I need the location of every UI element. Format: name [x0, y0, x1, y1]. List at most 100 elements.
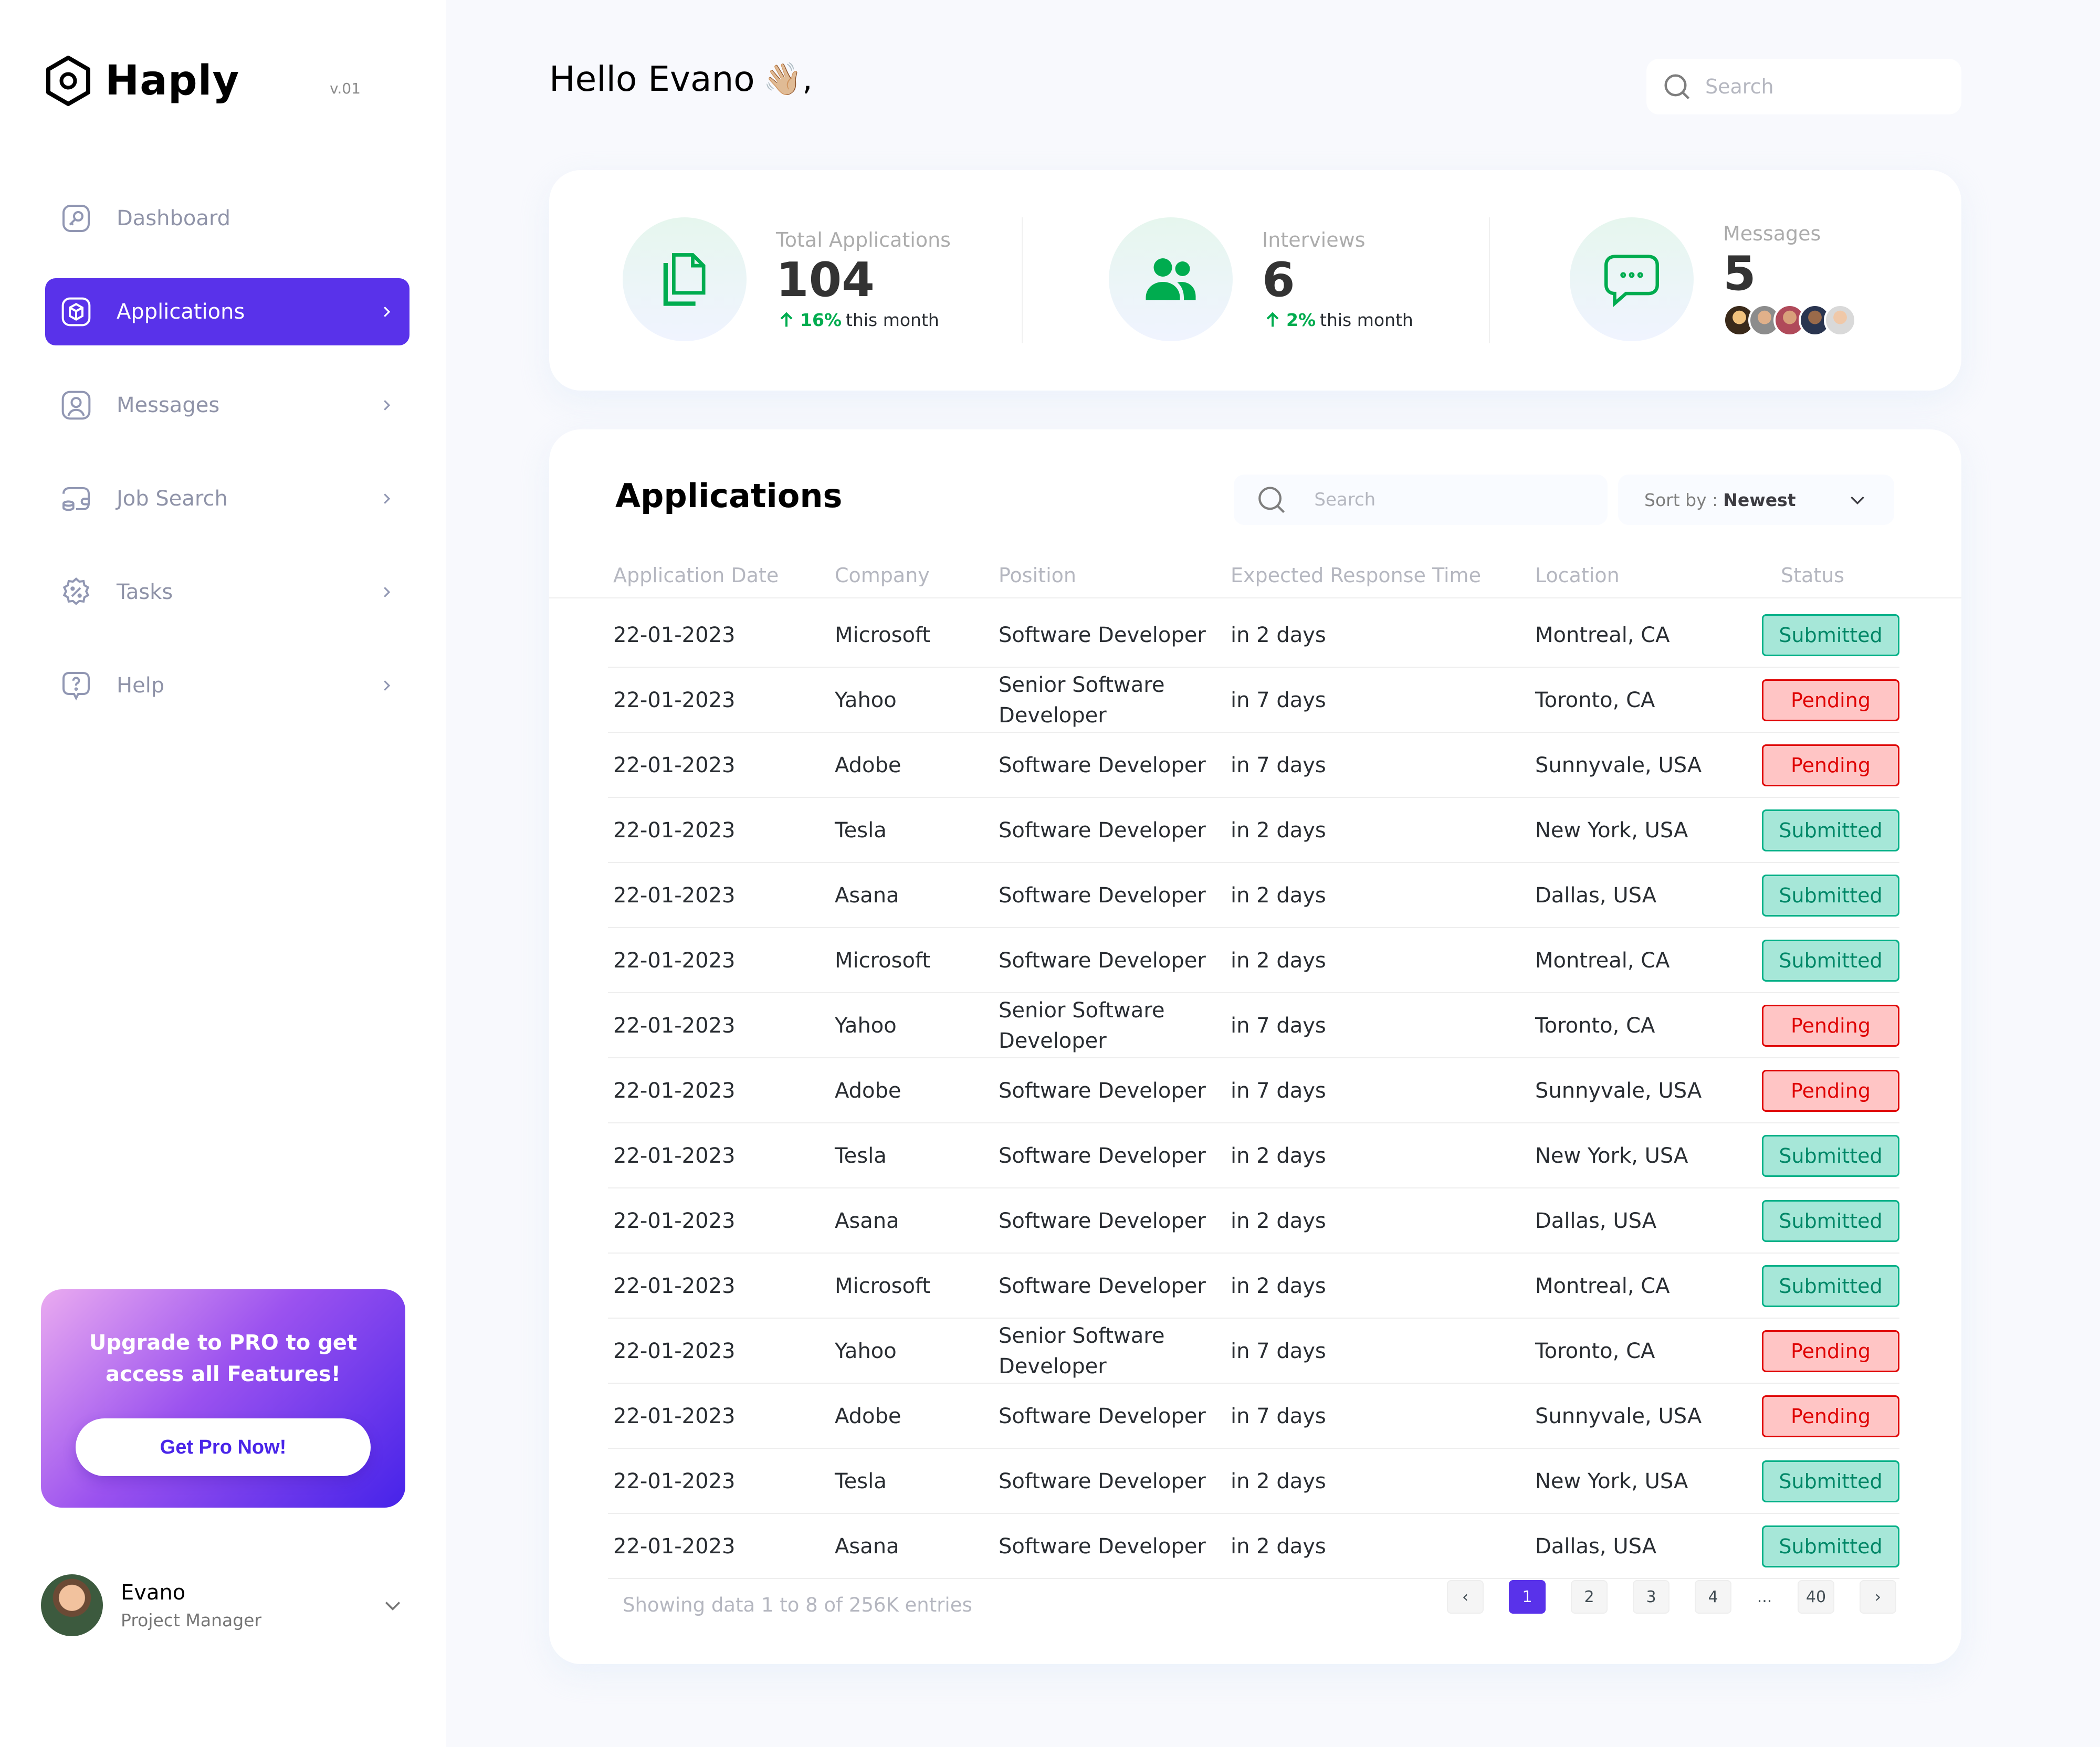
table-row[interactable]: 22-01-2023 Microsoft Software Developer in … — [608, 928, 1899, 993]
cell-position: Software Developer — [999, 818, 1206, 843]
sidebar-nav: Dashboard Applications Messages Job S — [45, 185, 410, 745]
table-row[interactable]: 22-01-2023 Tesla Software Developer in 2 da… — [608, 798, 1899, 863]
table-row[interactable]: 22-01-2023 Microsoft Software Developer in … — [608, 603, 1899, 668]
search-input[interactable] — [1705, 75, 1947, 98]
table-row[interactable]: 22-01-2023 Adobe Software Developer in 7 da… — [608, 1058, 1899, 1123]
cell-location: Toronto, CA — [1535, 688, 1655, 712]
chevron-right-icon — [376, 395, 397, 416]
status-badge: Submitted — [1762, 1200, 1899, 1242]
stat-icon-wrap — [1570, 217, 1694, 341]
column-header-location[interactable]: Location — [1535, 564, 1620, 587]
sidebar-item-label: Tasks — [117, 580, 173, 604]
cell-position: Senior Software Developer — [999, 998, 1165, 1053]
next-page-button[interactable]: › — [1860, 1580, 1896, 1614]
arrow-up-icon — [1266, 312, 1279, 327]
stat-body: Messages 5 — [1723, 222, 1856, 336]
table-search-bar[interactable] — [1234, 475, 1608, 525]
cell-company: Yahoo — [835, 1014, 897, 1038]
cell-position: Software Developer — [999, 1534, 1206, 1559]
status-badge: Pending — [1762, 1330, 1899, 1372]
stat-interviews: Interviews 6 2% this month — [1109, 217, 1413, 341]
page-button[interactable]: 2 — [1571, 1580, 1608, 1614]
page-button[interactable]: 1 — [1509, 1580, 1546, 1614]
sidebar-item-messages[interactable]: Messages — [45, 372, 410, 439]
column-header-company[interactable]: Company — [835, 564, 930, 587]
cell-response: in 7 days — [1231, 753, 1326, 777]
cell-location: New York, USA — [1535, 818, 1688, 843]
status-badge: Pending — [1762, 679, 1899, 721]
sort-dropdown[interactable]: Sort by : Newest — [1618, 475, 1894, 525]
stats-card: Total Applications 104 16% this month In… — [549, 170, 1961, 391]
sidebar-item-job-search[interactable]: Job Search — [45, 465, 410, 532]
page-button[interactable]: 4 — [1695, 1580, 1731, 1614]
cell-location: Sunnyvale, USA — [1535, 1404, 1702, 1428]
pagination: ‹ 1 2 3 4... 40 › — [1447, 1580, 1896, 1614]
table-row[interactable]: 22-01-2023 Asana Software Developer in 2 da… — [608, 863, 1899, 928]
stat-label: Total Applications — [776, 228, 951, 251]
sidebar-item-applications[interactable]: Applications — [45, 278, 410, 345]
table-row[interactable]: 22-01-2023 Adobe Software Developer in 7 da… — [608, 1384, 1899, 1449]
chevron-down-icon[interactable] — [377, 1590, 408, 1621]
cell-response: in 7 days — [1231, 1339, 1326, 1363]
user-profile[interactable]: Evano Project Manager — [41, 1574, 408, 1637]
sort-value: Newest — [1723, 489, 1796, 510]
prev-page-button[interactable]: ‹ — [1447, 1580, 1484, 1614]
column-header-status[interactable]: Status — [1781, 564, 1845, 587]
cell-position: Software Developer — [999, 623, 1206, 647]
top-search-bar[interactable] — [1646, 59, 1961, 114]
cell-response: in 2 days — [1231, 818, 1326, 843]
wallet-money-icon — [58, 480, 94, 517]
cell-company: Yahoo — [835, 1339, 897, 1363]
panel-title: Applications — [615, 477, 843, 515]
app-version: v.01 — [330, 80, 361, 97]
trend-percent: 16% — [800, 309, 842, 330]
page-ellipsis: ... — [1757, 1587, 1772, 1606]
sidebar-item-tasks[interactable]: Tasks — [45, 559, 410, 626]
status-badge: Submitted — [1762, 1135, 1899, 1177]
sort-label: Sort by : — [1644, 489, 1718, 510]
app-logo[interactable]: Haply — [44, 55, 239, 107]
stat-body: Interviews 6 2% this month — [1262, 228, 1413, 330]
sidebar-item-help[interactable]: Help — [45, 652, 410, 719]
column-header-response[interactable]: Expected Response Time — [1231, 564, 1481, 587]
stat-trend: 2% this month — [1262, 309, 1413, 330]
users-icon — [1146, 258, 1196, 300]
table-body: 22-01-2023 Microsoft Software Developer in … — [608, 603, 1899, 1579]
table-row[interactable]: 22-01-2023 Asana Software Developer in 2 da… — [608, 1514, 1899, 1579]
cell-date: 22-01-2023 — [613, 1014, 736, 1038]
cell-location: Sunnyvale, USA — [1535, 753, 1702, 777]
table-row[interactable]: 22-01-2023 Yahoo Senior Software Developer… — [608, 668, 1899, 733]
trend-percent: 2% — [1286, 309, 1316, 330]
cell-position: Software Developer — [999, 753, 1206, 777]
table-row[interactable]: 22-01-2023 Tesla Software Developer in 2 da… — [608, 1123, 1899, 1188]
stat-value: 6 — [1262, 252, 1295, 308]
cell-company: Microsoft — [835, 623, 931, 647]
cell-position: Software Developer — [999, 883, 1206, 908]
column-header-date[interactable]: Application Date — [613, 564, 779, 587]
table-row[interactable]: 22-01-2023 Asana Software Developer in 2 da… — [608, 1188, 1899, 1254]
cell-position: Software Developer — [999, 1469, 1206, 1493]
page-button[interactable]: 40 — [1798, 1580, 1834, 1614]
cell-company: Adobe — [835, 753, 901, 777]
stat-messages: Messages 5 — [1570, 217, 1856, 341]
cell-response: in 2 days — [1231, 1274, 1326, 1298]
page-button[interactable]: 3 — [1633, 1580, 1670, 1614]
get-pro-button[interactable]: Get Pro Now! — [76, 1418, 371, 1476]
chevron-down-icon — [1851, 496, 1864, 505]
table-search-input[interactable] — [1314, 489, 1587, 510]
column-header-position[interactable]: Position — [999, 564, 1076, 587]
sidebar-item-dashboard[interactable]: Dashboard — [45, 185, 410, 252]
cell-date: 22-01-2023 — [613, 623, 736, 647]
cell-position: Senior Software Developer — [999, 1324, 1165, 1378]
status-badge: Pending — [1762, 1070, 1899, 1112]
table-row[interactable]: 22-01-2023 Tesla Software Developer in 2 da… — [608, 1449, 1899, 1514]
table-row[interactable]: 22-01-2023 Adobe Software Developer in 7 da… — [608, 733, 1899, 798]
cell-response: in 2 days — [1231, 1469, 1326, 1493]
discount-shape-icon — [58, 574, 94, 611]
cell-date: 22-01-2023 — [613, 1209, 736, 1233]
table-row[interactable]: 22-01-2023 Yahoo Senior Software Developer… — [608, 1319, 1899, 1384]
table-row[interactable]: 22-01-2023 Yahoo Senior Software Developer… — [608, 993, 1899, 1058]
table-row[interactable]: 22-01-2023 Microsoft Software Developer in … — [608, 1254, 1899, 1319]
cell-response: in 2 days — [1231, 883, 1326, 908]
sidebar-item-label: Messages — [117, 393, 220, 417]
